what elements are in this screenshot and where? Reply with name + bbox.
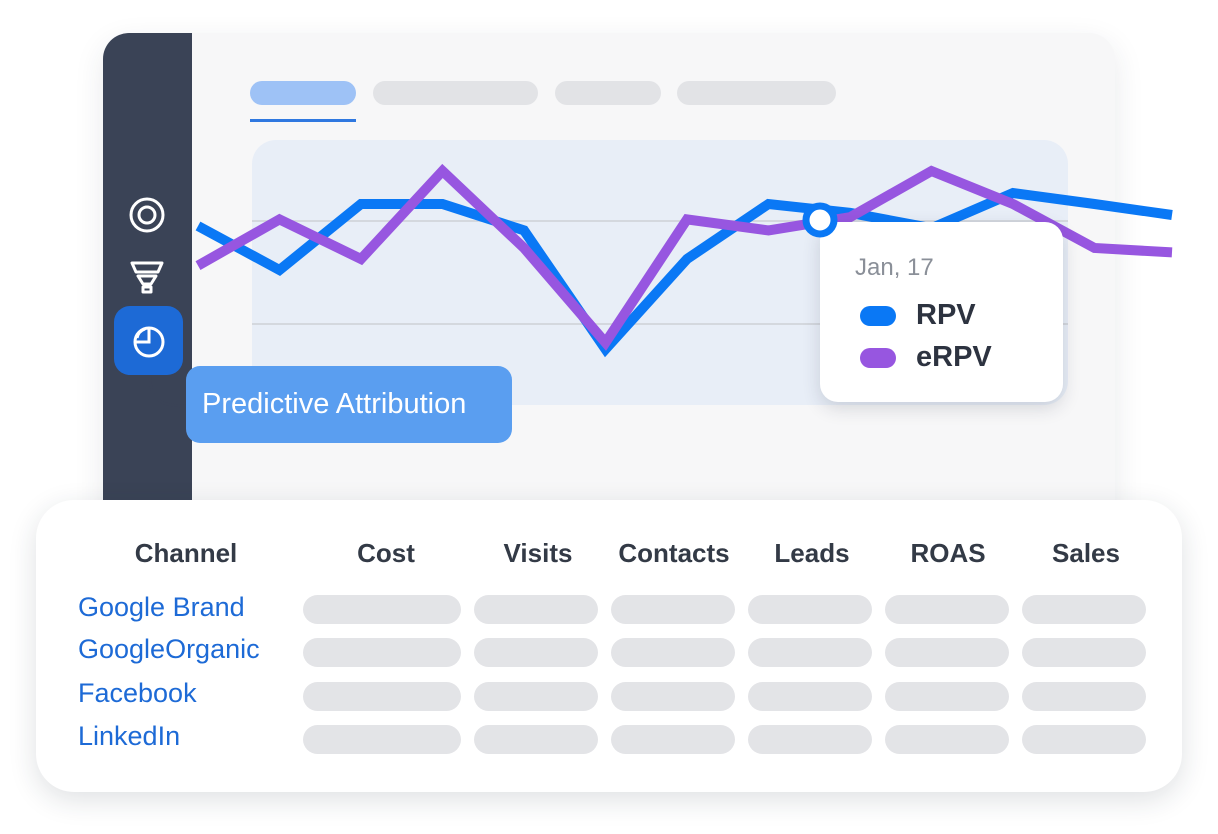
cell-placeholder — [474, 638, 598, 667]
channel-google-organic[interactable]: GoogleOrganic — [78, 634, 260, 664]
cell-placeholder — [885, 595, 1009, 624]
header-channel[interactable]: Channel — [134, 538, 238, 568]
cell-placeholder — [748, 682, 872, 711]
tab-active[interactable] — [250, 81, 356, 105]
channel-facebook[interactable]: Facebook — [78, 678, 197, 708]
sidebar-item-goals[interactable] — [125, 193, 169, 237]
target-icon — [129, 197, 165, 233]
legend-date: Jan, 17 — [855, 254, 934, 281]
tab-underline — [250, 119, 356, 122]
legend-label-erpv: eRPV — [916, 341, 992, 373]
pie-chart-icon — [133, 326, 164, 357]
header-roas[interactable]: ROAS — [910, 538, 986, 568]
cell-placeholder — [1022, 638, 1146, 667]
cell-placeholder — [474, 725, 598, 754]
cell-placeholder — [611, 595, 735, 624]
cell-placeholder — [303, 638, 461, 667]
header-visits[interactable]: Visits — [503, 538, 573, 568]
cell-placeholder — [474, 595, 598, 624]
header-cost[interactable]: Cost — [357, 538, 415, 568]
tab-4[interactable] — [677, 81, 836, 105]
legend-label-rpv: RPV — [916, 299, 976, 331]
header-leads[interactable]: Leads — [774, 538, 850, 568]
cell-placeholder — [303, 595, 461, 624]
series-line-rpv — [195, 187, 1173, 358]
series-line-erpv — [195, 163, 1173, 351]
header-contacts[interactable]: Contacts — [618, 538, 730, 568]
rpv-swatch — [860, 305, 896, 326]
legend-item-erpv: eRPV — [860, 341, 992, 374]
cell-placeholder — [885, 682, 1009, 711]
tooltip-label: Predictive Attribution — [202, 388, 467, 420]
hover-point-marker[interactable] — [802, 202, 838, 238]
tab-2[interactable] — [373, 81, 538, 105]
cell-placeholder — [474, 682, 598, 711]
cell-placeholder — [1022, 682, 1146, 711]
cell-placeholder — [748, 725, 872, 754]
legend-item-rpv: RPV — [860, 299, 976, 332]
sidebar — [103, 33, 192, 533]
sidebar-item-attribution[interactable] — [114, 306, 183, 375]
cell-placeholder — [611, 682, 735, 711]
cell-placeholder — [885, 638, 1009, 667]
header-sales[interactable]: Sales — [1052, 538, 1120, 568]
channel-google-brand[interactable]: Google Brand — [78, 592, 245, 622]
cell-placeholder — [611, 725, 735, 754]
cell-placeholder — [303, 725, 461, 754]
channel-linkedin[interactable]: LinkedIn — [78, 721, 181, 751]
predictive-attribution-tooltip: Predictive Attribution — [186, 366, 512, 443]
sidebar-item-funnel[interactable] — [125, 254, 169, 298]
cell-placeholder — [1022, 725, 1146, 754]
cell-placeholder — [885, 725, 1009, 754]
erpv-swatch — [860, 347, 896, 368]
cell-placeholder — [748, 638, 872, 667]
cell-placeholder — [611, 638, 735, 667]
chart-legend-card: Jan, 17 RPV eRPV — [820, 222, 1063, 402]
tab-3[interactable] — [555, 81, 661, 105]
funnel-icon — [130, 261, 164, 294]
cell-placeholder — [303, 682, 461, 711]
cell-placeholder — [1022, 595, 1146, 624]
cell-placeholder — [748, 595, 872, 624]
